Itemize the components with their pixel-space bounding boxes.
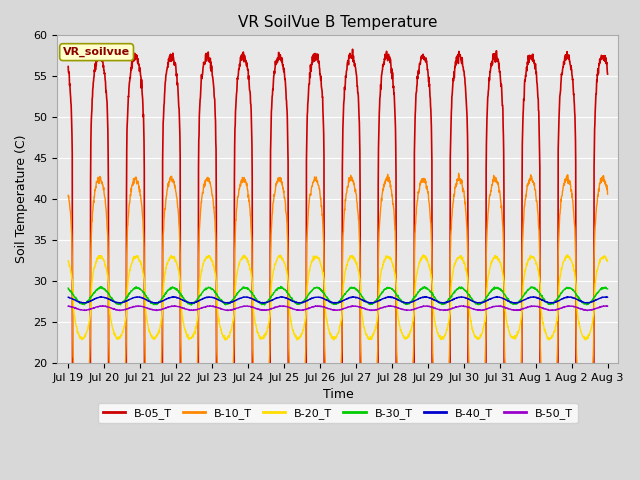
B-50_T (92, 304, 100, 310)
B-05_T (490, 55, 497, 60)
B-30_T (65, 285, 72, 291)
B-10_T (326, 409, 334, 415)
B-30_T (92, 288, 100, 294)
B-20_T (604, 258, 611, 264)
B-10_T (455, 170, 463, 176)
B-30_T (327, 300, 335, 305)
B-50_T (588, 307, 596, 312)
B-40_T (65, 294, 72, 300)
B-30_T (604, 286, 611, 292)
Y-axis label: Soil Temperature (C): Soil Temperature (C) (15, 135, 28, 264)
B-40_T (92, 295, 100, 301)
B-20_T (312, 255, 320, 261)
B-10_T (92, 184, 100, 190)
Text: VR_soilvue: VR_soilvue (63, 47, 130, 57)
B-40_T (327, 299, 335, 305)
B-30_T (188, 302, 195, 308)
B-10_T (604, 191, 611, 197)
B-10_T (65, 192, 72, 198)
B-10_T (490, 176, 497, 182)
B-05_T (65, 64, 72, 70)
B-50_T (490, 303, 497, 309)
B-50_T (65, 303, 72, 309)
B-20_T (326, 332, 334, 337)
B-05_T (312, 57, 320, 63)
B-50_T (604, 303, 611, 309)
B-30_T (588, 297, 596, 303)
B-10_T (330, 417, 337, 423)
B-10_T (312, 174, 320, 180)
Title: VR SoilVue B Temperature: VR SoilVue B Temperature (238, 15, 438, 30)
Line: B-40_T: B-40_T (68, 297, 607, 303)
X-axis label: Time: Time (323, 388, 353, 401)
B-20_T (330, 337, 338, 343)
B-30_T (589, 298, 596, 303)
B-50_T (387, 303, 394, 309)
Line: B-10_T: B-10_T (68, 173, 607, 420)
B-50_T (326, 306, 334, 312)
B-40_T (313, 294, 321, 300)
B-50_T (589, 307, 596, 312)
B-30_T (490, 285, 497, 291)
B-20_T (588, 321, 596, 327)
B-40_T (97, 294, 105, 300)
B-20_T (589, 319, 596, 325)
Line: B-05_T: B-05_T (68, 49, 607, 480)
Line: B-30_T: B-30_T (68, 287, 607, 305)
B-20_T (564, 252, 572, 258)
B-50_T (584, 308, 591, 313)
Legend: B-05_T, B-10_T, B-20_T, B-30_T, B-40_T, B-50_T: B-05_T, B-10_T, B-20_T, B-30_T, B-40_T, … (98, 403, 577, 423)
B-20_T (92, 261, 100, 267)
B-30_T (277, 284, 285, 289)
B-20_T (490, 255, 497, 261)
B-10_T (588, 372, 596, 378)
B-30_T (313, 285, 321, 290)
B-40_T (589, 299, 596, 305)
Line: B-20_T: B-20_T (68, 255, 607, 340)
B-40_T (188, 300, 195, 306)
B-20_T (65, 258, 72, 264)
B-10_T (589, 370, 596, 375)
B-40_T (490, 295, 497, 300)
B-05_T (92, 65, 100, 71)
B-40_T (604, 294, 611, 300)
Line: B-50_T: B-50_T (68, 306, 607, 311)
B-05_T (604, 71, 611, 77)
B-05_T (349, 47, 356, 52)
B-50_T (312, 303, 320, 309)
B-40_T (588, 299, 596, 305)
